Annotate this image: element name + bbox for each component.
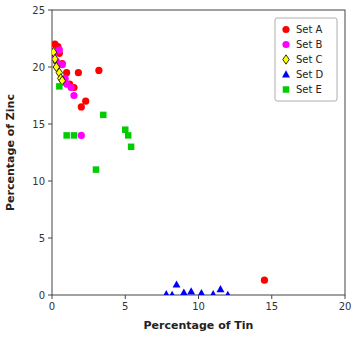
- point: [67, 84, 74, 91]
- y-axis-label: Percentage of Zinc: [4, 94, 17, 211]
- legend-swatch: [282, 26, 289, 33]
- y-tick: [48, 67, 52, 68]
- point: [56, 83, 62, 89]
- point: [209, 290, 217, 295]
- point: [78, 103, 85, 110]
- point: [71, 132, 77, 138]
- points: [52, 41, 268, 295]
- y-tick-label: 5: [39, 233, 45, 244]
- x-tick: [125, 295, 126, 299]
- point: [75, 69, 82, 76]
- legend-label: Set B: [296, 39, 323, 50]
- x-tick-label: 10: [192, 301, 205, 312]
- legend-box: [275, 18, 337, 101]
- point: [168, 291, 176, 295]
- point: [197, 289, 205, 295]
- series: [52, 41, 268, 284]
- legend-swatch: [282, 41, 289, 48]
- y-tick-label: 0: [39, 290, 45, 301]
- x-axis-label: Percentage of Tin: [144, 319, 254, 332]
- legend-label: Set D: [296, 69, 324, 80]
- y-tick: [48, 181, 52, 182]
- point: [78, 132, 85, 139]
- point: [125, 132, 131, 138]
- y-tick: [48, 124, 52, 125]
- legend: Set A Set B Set C Set D Set E: [275, 18, 337, 101]
- axes: 0 5 10 15 20 0 5 10 15 20 25: [32, 5, 351, 313]
- point: [128, 144, 134, 150]
- point: [261, 277, 268, 284]
- y-tick: [48, 295, 52, 296]
- x-tick: [52, 295, 53, 299]
- y-tick-label: 20: [32, 62, 45, 73]
- legend-swatch: [283, 86, 289, 92]
- plot-frame: [52, 10, 345, 295]
- legend-label: Set C: [296, 54, 323, 65]
- y-tick-label: 10: [32, 176, 45, 187]
- point: [63, 132, 69, 138]
- x-tick: [345, 295, 346, 299]
- y-tick: [48, 238, 52, 239]
- legend-swatch: [282, 70, 290, 77]
- series: [56, 83, 134, 173]
- chart: 0 5 10 15 20 0 5 10 15 20 25 Percentage of Tin Perce…: [0, 0, 355, 337]
- point: [93, 166, 99, 172]
- x-tick-label: 15: [265, 301, 278, 312]
- x-tick: [271, 295, 272, 299]
- series: [162, 280, 231, 295]
- y-tick: [48, 10, 52, 11]
- y-tick-label: 25: [32, 5, 45, 16]
- x-tick-label: 20: [339, 301, 352, 312]
- point: [95, 67, 102, 74]
- point: [173, 280, 181, 287]
- point: [187, 287, 195, 294]
- series: [52, 46, 85, 139]
- point: [122, 126, 128, 132]
- legend-label: Set A: [296, 24, 323, 35]
- point: [217, 285, 225, 292]
- x-tick-label: 0: [49, 301, 55, 312]
- x-tick: [198, 295, 199, 299]
- point: [162, 290, 170, 295]
- point: [100, 112, 106, 118]
- legend-swatch: [283, 55, 289, 64]
- x-tick-label: 5: [122, 301, 128, 312]
- legend-label: Set E: [296, 84, 322, 95]
- point: [82, 98, 89, 105]
- point: [180, 288, 188, 295]
- point: [224, 291, 232, 295]
- point: [70, 92, 77, 99]
- y-tick-label: 15: [32, 119, 45, 130]
- series: [52, 48, 65, 86]
- point: [52, 54, 58, 63]
